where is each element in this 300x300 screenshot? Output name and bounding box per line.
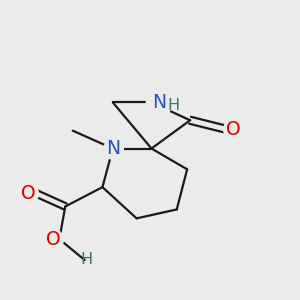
Text: H: H: [168, 98, 180, 113]
Text: O: O: [226, 120, 241, 139]
Text: N: N: [152, 93, 166, 112]
Text: O: O: [46, 230, 61, 249]
Text: O: O: [21, 184, 35, 202]
Text: H: H: [80, 253, 92, 268]
Text: N: N: [106, 139, 120, 158]
